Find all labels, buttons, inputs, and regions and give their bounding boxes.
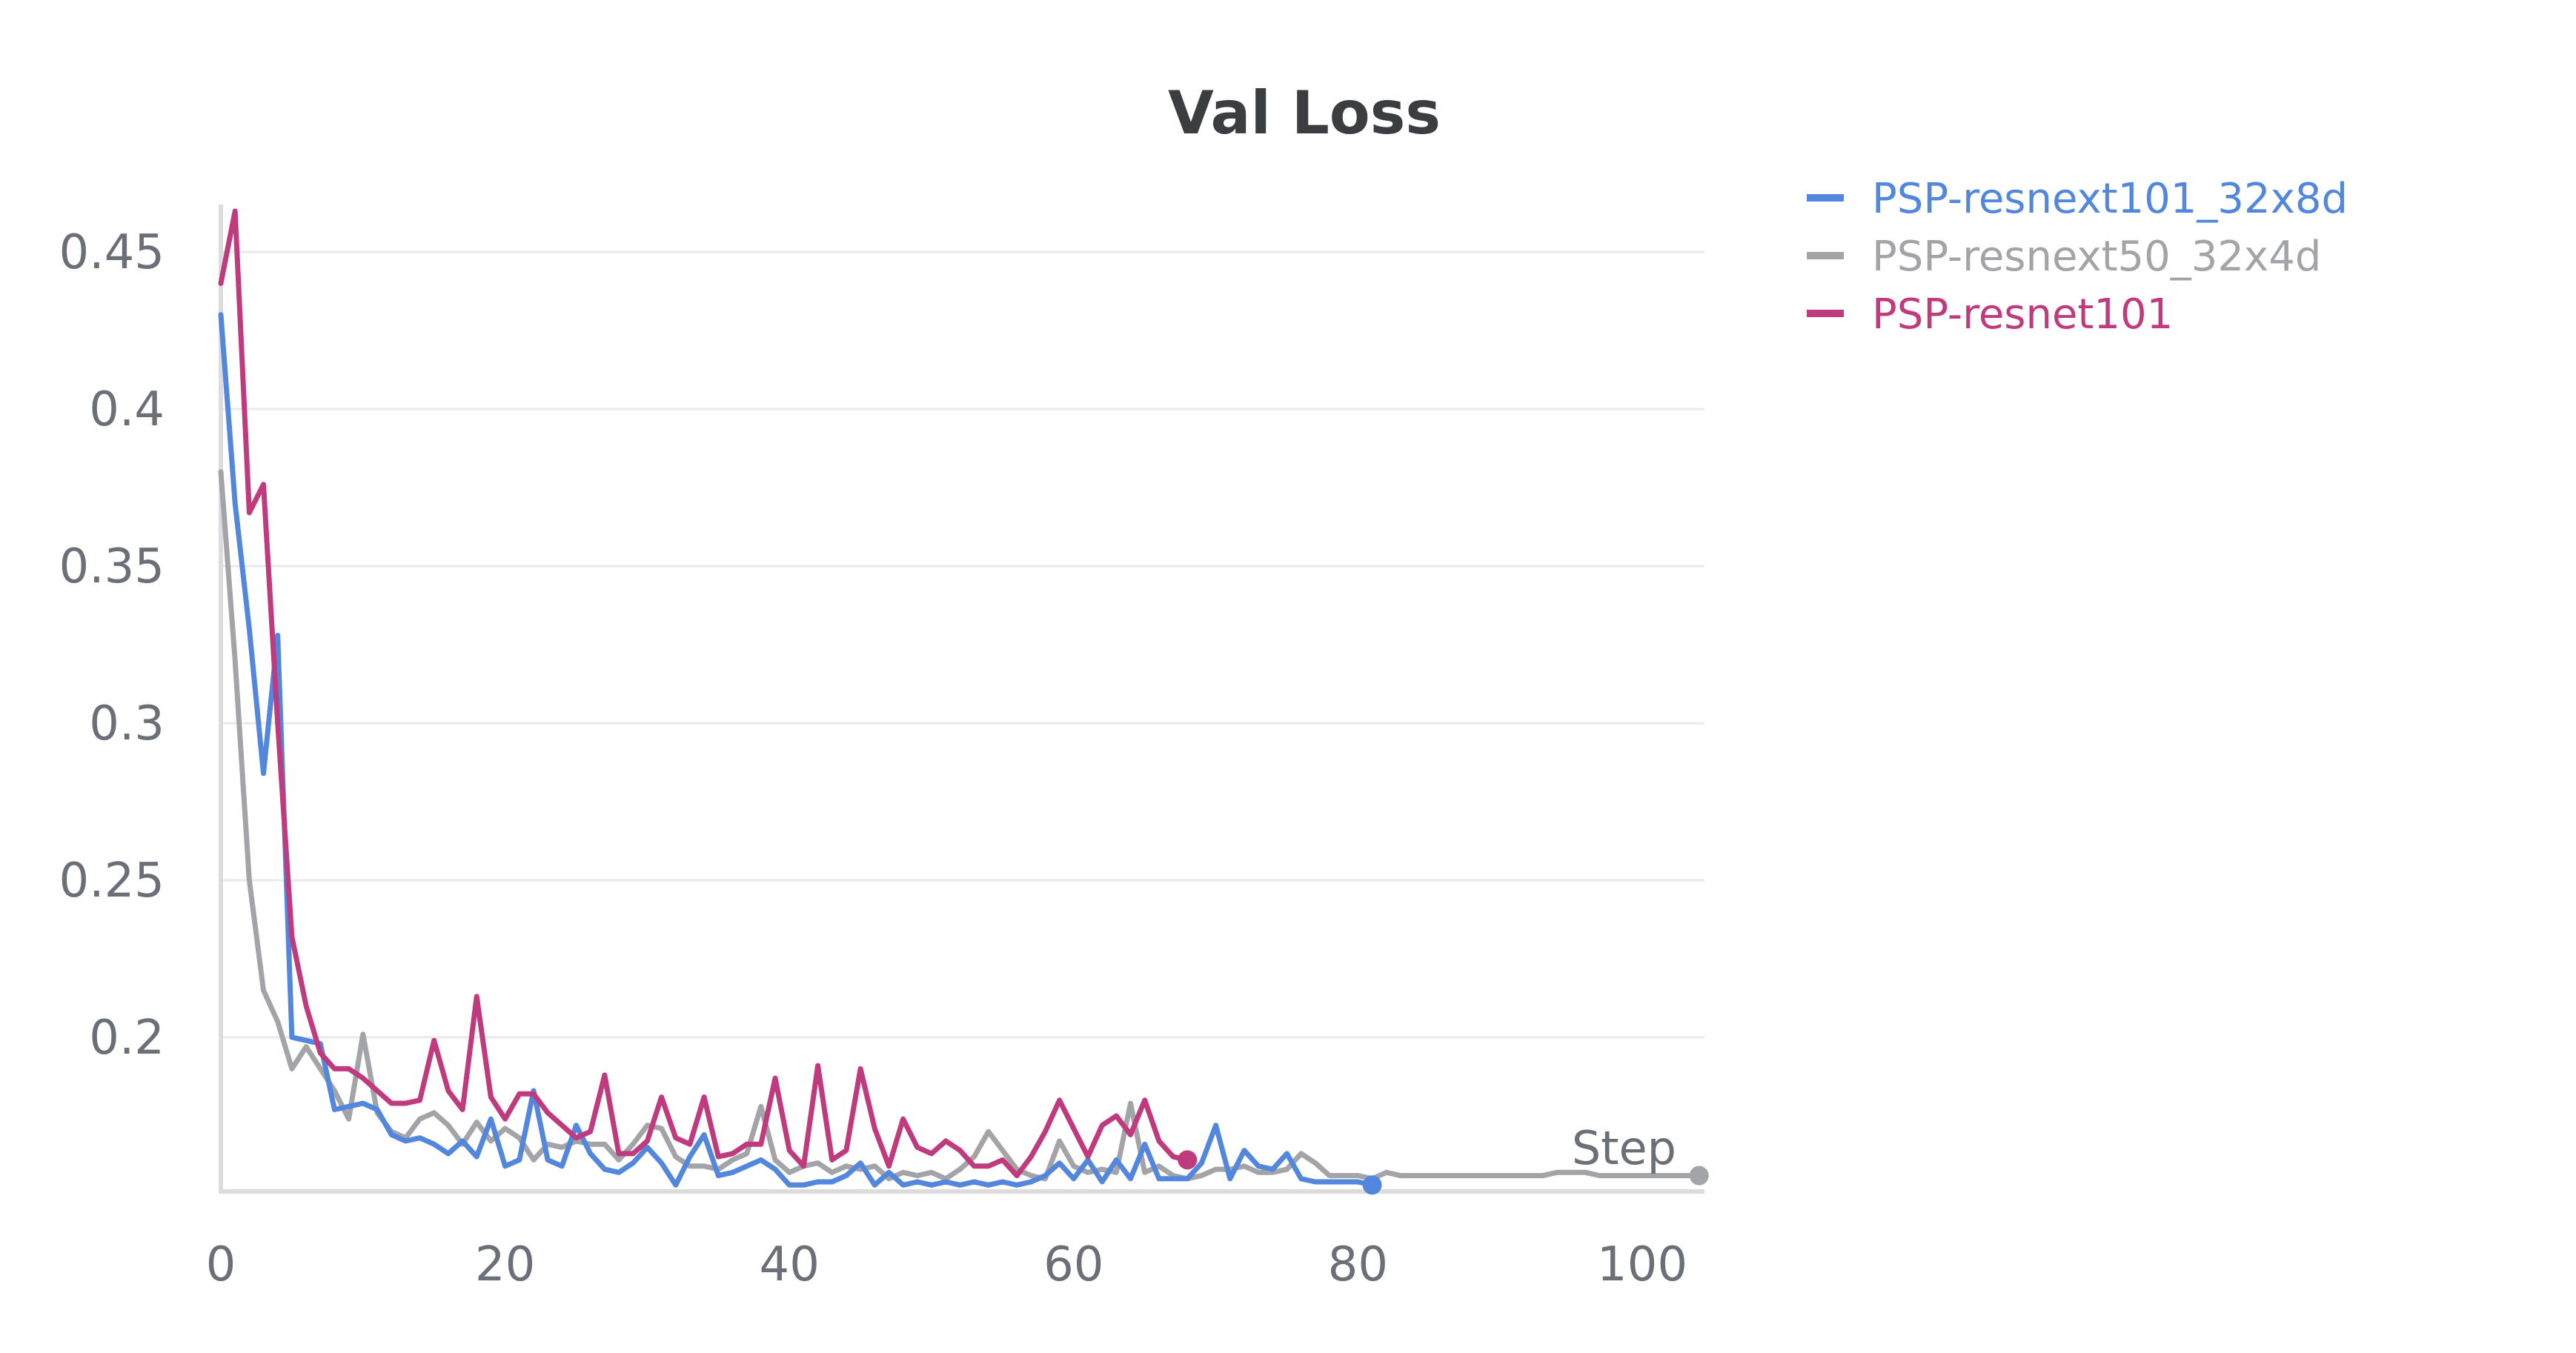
axes — [219, 205, 1704, 1194]
grid-lines — [221, 250, 1704, 1039]
x-tick-label: 0 — [206, 1237, 236, 1292]
legend: PSP-resnext101_32x8d PSP-resnext50_32x4d P… — [1807, 175, 2348, 339]
series-line — [218, 312, 1375, 1188]
y-tick-label: 0.45 — [59, 225, 165, 280]
y-tick-label: 0.2 — [89, 1011, 165, 1066]
series-line — [218, 469, 1702, 1182]
x-tick-label: 20 — [475, 1237, 535, 1292]
series-end-marker — [1178, 1150, 1198, 1170]
series-end-marker — [1362, 1175, 1382, 1195]
legend-label: PSP-resnet101 — [1872, 290, 2173, 339]
series-lines — [218, 208, 1709, 1195]
y-tick-label: 0.25 — [59, 854, 165, 908]
y-tick-label: 0.4 — [89, 382, 165, 437]
x-tick-labels: 0 20 40 60 80 100 — [206, 1237, 1687, 1292]
x-tick-label: 100 — [1597, 1237, 1687, 1292]
chart-title: Val Loss — [1168, 79, 1441, 147]
legend-label: PSP-resnext101_32x8d — [1872, 175, 2348, 223]
x-tick-label: 60 — [1043, 1237, 1103, 1292]
y-tick-label: 0.35 — [59, 539, 165, 594]
x-tick-label: 40 — [759, 1237, 819, 1292]
y-tick-label: 0.3 — [89, 697, 165, 751]
series-end-marker — [1689, 1166, 1709, 1186]
y-tick-labels: 0.2 0.25 0.3 0.35 0.4 0.45 — [59, 225, 165, 1066]
x-tick-label: 80 — [1328, 1237, 1388, 1292]
series-line — [218, 208, 1190, 1179]
x-axis-label: Step — [1572, 1121, 1676, 1175]
legend-label: PSP-resnext50_32x4d — [1872, 233, 2321, 281]
